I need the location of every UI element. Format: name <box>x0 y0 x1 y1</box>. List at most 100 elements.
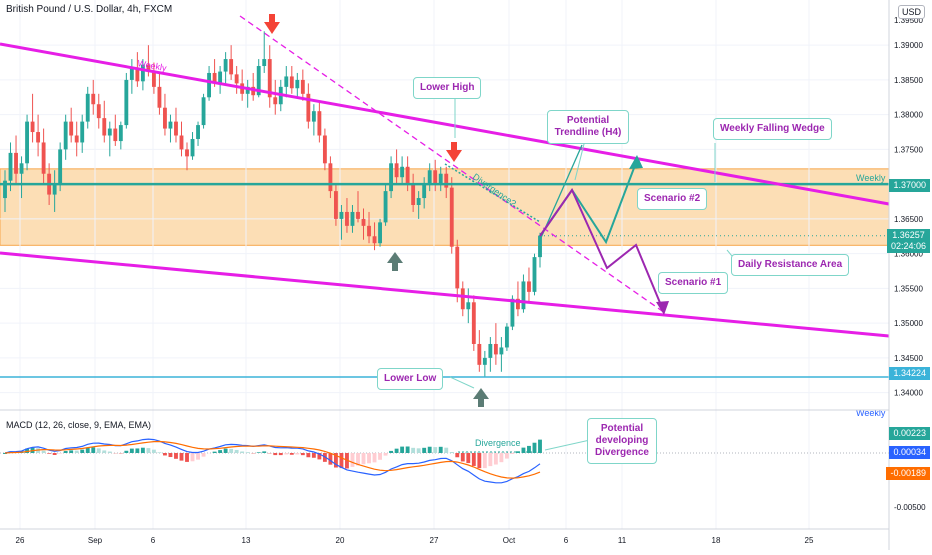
candle-body <box>378 222 382 243</box>
candle-body <box>64 122 68 150</box>
macd-bar <box>262 451 266 453</box>
scenario-1-bubble[interactable]: Scenario #1 <box>658 272 728 294</box>
candle-body <box>91 94 95 104</box>
candle-body <box>196 125 200 139</box>
candle-body <box>499 347 503 354</box>
candle-body <box>494 344 498 354</box>
candle-body <box>505 327 509 348</box>
candle-body <box>433 170 437 184</box>
candle-body <box>527 281 531 291</box>
candle-body <box>428 170 432 184</box>
macd-bar <box>483 453 487 468</box>
candle-body <box>42 142 46 173</box>
time-tick-label: Sep <box>88 536 103 545</box>
candle-body <box>180 136 184 150</box>
candle-body <box>174 122 178 136</box>
candle-body <box>119 125 123 141</box>
candle-body <box>362 219 366 226</box>
macd-bar <box>246 452 250 453</box>
candle-body <box>400 167 404 177</box>
macd-bar <box>505 453 509 459</box>
macd-bar <box>395 449 399 453</box>
macd-bar <box>257 452 261 453</box>
candle-body <box>31 122 35 132</box>
candle-body <box>9 153 13 181</box>
macd-hist-value: 0.00223 <box>889 427 930 440</box>
candle-body <box>207 73 211 97</box>
divergence-macd-label: Divergence <box>475 438 521 448</box>
candle-body <box>36 132 40 142</box>
candle-body <box>262 59 266 66</box>
macd-indicator-label[interactable]: MACD (12, 26, close, 9, EMA, EMA) <box>6 420 151 430</box>
lower-high-bubble[interactable]: Lower High <box>413 77 481 99</box>
macd-bar <box>312 453 316 458</box>
time-tick-label: 25 <box>805 536 814 545</box>
time-tick-label: Oct <box>503 536 516 545</box>
macd-bar <box>69 450 73 453</box>
macd-bar <box>466 453 470 463</box>
candle-body <box>20 163 24 173</box>
macd-bar <box>417 448 421 453</box>
candle-body <box>406 167 410 184</box>
candle-body <box>224 59 228 72</box>
price-tick-label: 1.38000 <box>894 111 923 120</box>
time-tick-label: 6 <box>564 536 569 545</box>
scenario-2-bubble[interactable]: Scenario #2 <box>637 188 707 210</box>
candle-body <box>53 184 57 194</box>
currency-button[interactable]: USD <box>898 5 925 19</box>
time-tick-label: 26 <box>16 536 25 545</box>
candle-body <box>439 174 443 184</box>
signal-value: -0.00189 <box>886 467 930 480</box>
macd-bar <box>75 451 79 453</box>
macd-bar <box>169 453 173 457</box>
macd-bar <box>158 452 162 453</box>
candle-body <box>522 281 526 309</box>
candle-body <box>533 257 537 292</box>
price-tick-label: 1.35000 <box>894 319 923 328</box>
macd-bar <box>218 450 222 453</box>
macd-bar <box>290 453 294 455</box>
macd-bar <box>284 453 288 454</box>
macd-bar <box>461 453 465 461</box>
macd-bar <box>328 453 332 465</box>
macd-bar <box>450 452 454 453</box>
potential-trendline-bubble[interactable]: Potential Trendline (H4) <box>547 110 629 144</box>
candle-body <box>290 76 294 88</box>
candle-body <box>351 212 355 226</box>
candle-body <box>295 80 299 88</box>
candle-body <box>86 94 90 122</box>
chart-title: British Pound / U.S. Dollar, 4h, FXCM <box>6 4 172 15</box>
candle-body <box>450 188 454 247</box>
macd-bar <box>64 451 68 453</box>
macd-bar <box>47 453 51 454</box>
candle-body <box>422 184 426 198</box>
current-price-value: 1.36257 02:24:06 <box>887 229 930 253</box>
candle-body <box>273 97 277 104</box>
candle-body <box>483 358 487 365</box>
potential-divergence-bubble[interactable]: Potential developing Divergence <box>587 418 657 464</box>
candle-body <box>334 191 338 219</box>
macd-bar <box>202 453 206 457</box>
candle-body <box>158 87 162 108</box>
candle-body <box>169 122 173 129</box>
candle-body <box>25 122 29 164</box>
macd-bar <box>146 448 150 453</box>
candle-body <box>163 108 167 129</box>
lower-low-bubble[interactable]: Lower Low <box>377 368 443 390</box>
daily-resistance-bubble[interactable]: Daily Resistance Area <box>731 254 849 276</box>
price-tick-label: 1.37500 <box>894 145 923 154</box>
weekly-level-label: Weekly <box>856 173 886 183</box>
macd-bar <box>152 450 156 453</box>
macd-bar <box>488 453 492 466</box>
macd-bar <box>422 448 426 453</box>
candle-body <box>75 136 79 143</box>
candle-body <box>510 299 514 327</box>
macd-bar <box>163 453 167 455</box>
candle-body <box>108 129 112 136</box>
time-tick-label: 20 <box>336 536 345 545</box>
macd-bar <box>130 449 134 453</box>
macd-bar <box>301 453 305 455</box>
falling-wedge-bubble[interactable]: Weekly Falling Wedge <box>713 118 832 140</box>
macd-bar <box>185 453 189 462</box>
